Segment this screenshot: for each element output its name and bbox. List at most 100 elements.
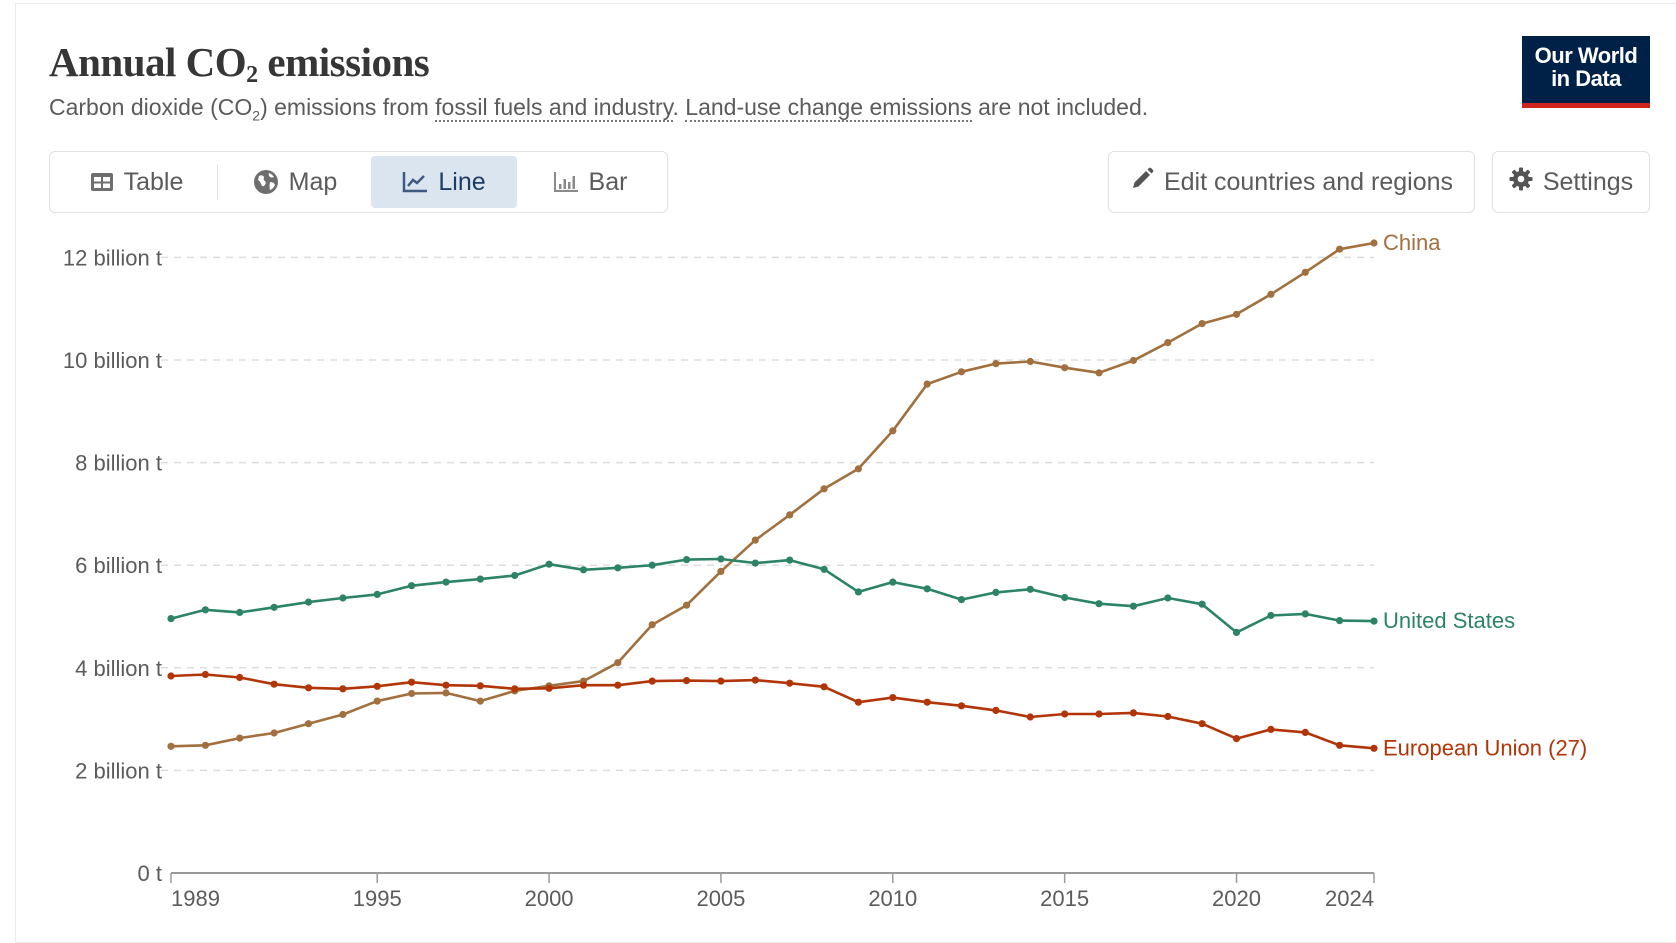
data-point (1061, 710, 1069, 718)
owid-logo[interactable]: Our World in Data (1522, 36, 1650, 108)
data-point (1301, 610, 1309, 618)
series-labels: China United States European Union (27) (1383, 230, 1587, 760)
series-label: China (1383, 230, 1441, 255)
data-point (545, 560, 553, 568)
series-line (170, 673, 1375, 750)
data-point (408, 678, 416, 686)
series-lines (167, 239, 1378, 752)
data-point (511, 571, 519, 580)
logo-line-2: in Data (1551, 66, 1621, 91)
series-line (170, 557, 1375, 634)
x-tick-label: 2015 (1040, 886, 1089, 911)
tab-divider (217, 164, 218, 200)
data-point (270, 603, 278, 611)
data-point (545, 684, 553, 692)
data-point (579, 566, 588, 574)
data-point (923, 585, 931, 593)
series-china (167, 239, 1378, 750)
data-point (1164, 339, 1172, 347)
data-point (476, 575, 484, 583)
chart-title: Annual CO2 emissions (49, 39, 430, 88)
data-point (923, 380, 931, 388)
logo-line-1: Our World (1534, 43, 1638, 68)
data-point (339, 594, 347, 602)
fossil-fuels-link[interactable]: fossil fuels and industry (435, 94, 673, 122)
data-point (992, 706, 1000, 715)
settings-label: Settings (1542, 167, 1634, 196)
data-point (339, 710, 347, 719)
table-icon (90, 172, 114, 192)
tab-label: Bar (588, 167, 628, 196)
data-point (373, 697, 381, 705)
y-tick-label: 12 billion t (63, 245, 162, 270)
data-point (751, 536, 759, 544)
data-point (1267, 725, 1275, 734)
land-use-link[interactable]: Land-use change emissions (685, 94, 972, 122)
data-point (339, 685, 347, 693)
data-point (373, 682, 381, 690)
data-point (1198, 720, 1206, 728)
data-point (579, 681, 588, 689)
settings-button[interactable]: Settings (1492, 151, 1650, 213)
data-point (992, 360, 1000, 368)
y-tick-label: 2 billion t (75, 758, 162, 783)
y-axis-ticks: 0 t 2 billion t 4 billion t 6 billion t 8 bi… (63, 245, 162, 886)
data-point (1232, 310, 1241, 318)
data-point (373, 590, 381, 599)
data-point (648, 677, 656, 685)
data-point (476, 682, 484, 690)
data-point (1336, 245, 1344, 253)
data-point (236, 734, 244, 742)
data-point (304, 684, 313, 692)
data-point (304, 720, 313, 728)
data-point (167, 742, 175, 750)
tab-line[interactable]: Line (371, 156, 517, 208)
data-point (820, 565, 828, 573)
data-point (683, 601, 691, 609)
y-tick-label: 4 billion t (75, 656, 162, 681)
data-point (717, 567, 725, 576)
data-point (820, 683, 828, 691)
data-point (442, 578, 450, 586)
data-point (889, 694, 897, 702)
data-point (751, 676, 759, 684)
tab-map[interactable]: Map (230, 156, 360, 208)
data-point (923, 698, 931, 706)
data-point (1095, 600, 1103, 608)
data-point (683, 556, 691, 564)
data-point (167, 672, 175, 680)
x-axis: 1989 1995 2000 2005 2010 2015 2020 2024 (170, 872, 1375, 911)
tab-label: Map (288, 167, 338, 196)
data-point (167, 615, 175, 623)
data-point (786, 556, 794, 564)
data-point (1061, 364, 1069, 372)
data-point (683, 677, 691, 685)
globe-icon (253, 169, 279, 195)
data-point (1198, 600, 1206, 608)
y-tick-label: 6 billion t (75, 553, 162, 578)
chart-subtitle: Carbon dioxide (CO2) emissions from foss… (49, 94, 1149, 124)
data-point (1164, 712, 1172, 721)
data-point (614, 681, 622, 689)
x-tick-label: 1989 (171, 886, 220, 911)
chart-type-tabs: Table Map Line Bar (49, 151, 668, 213)
data-point (236, 608, 244, 617)
tab-bar[interactable]: Bar (525, 156, 655, 208)
data-point (1301, 268, 1309, 276)
data-point (1129, 709, 1137, 717)
data-point (1129, 356, 1137, 365)
data-point (1095, 369, 1103, 377)
data-point (442, 681, 450, 689)
edit-countries-button[interactable]: Edit countries and regions (1108, 151, 1475, 213)
data-point (786, 511, 794, 519)
data-point (957, 368, 966, 376)
data-point (236, 673, 244, 682)
data-point (1370, 744, 1378, 752)
tab-table[interactable]: Table (64, 156, 209, 208)
series-label: European Union (27) (1383, 735, 1587, 760)
y-tick-label: 8 billion t (75, 451, 162, 476)
data-point (1267, 290, 1275, 298)
data-point (854, 698, 863, 706)
data-point (270, 729, 278, 737)
data-point (889, 427, 897, 435)
